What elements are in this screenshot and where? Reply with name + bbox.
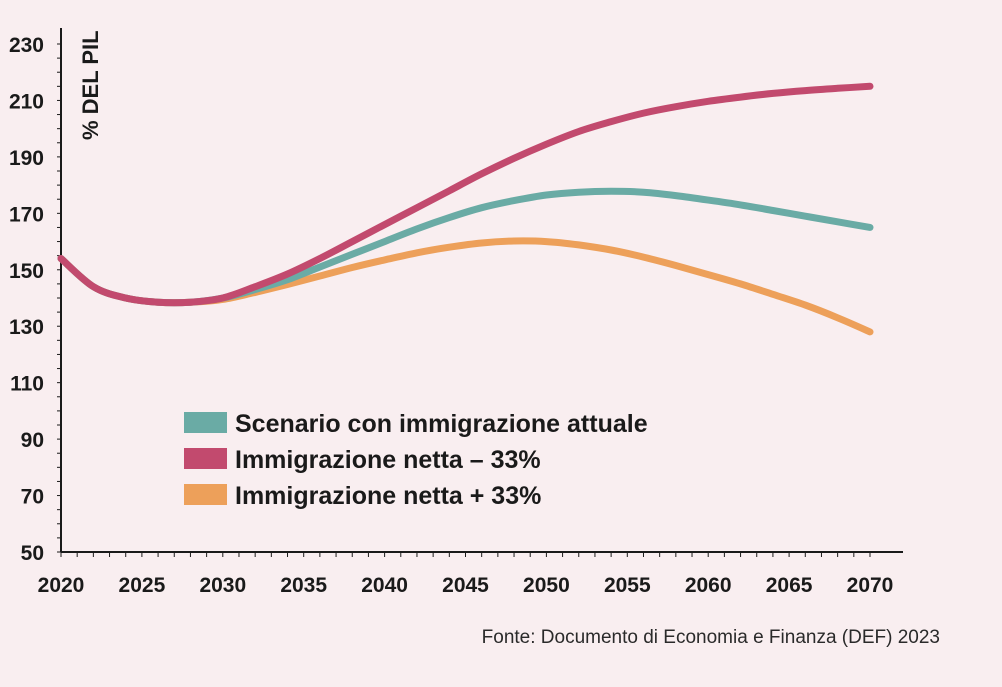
x-tick-label: 2065 [766,574,813,597]
x-tick-label: 2035 [280,574,327,597]
x-tick-label: 2045 [442,574,489,597]
legend-swatch [184,412,227,433]
x-tick-label: 2020 [38,574,85,597]
legend-swatch [184,448,227,469]
legend-swatch [184,484,227,505]
x-tick-label: 2025 [119,574,166,597]
source-note: Fonte: Documento di Economia e Finanza (… [482,627,940,648]
x-tick-label: 2060 [685,574,732,597]
x-tick-label: 2050 [523,574,570,597]
y-tick-label: 90 [21,429,44,452]
x-tick-label: 2055 [604,574,651,597]
y-tick-label: 70 [21,486,44,509]
legend-item-immigrazione-piu-33: Immigrazione netta + 33% [235,482,541,510]
y-tick-label: 210 [9,90,44,113]
series-line-immigrazione-piu-33 [57,237,874,336]
y-tick-label: 170 [9,203,44,226]
y-tick-label: 150 [9,260,44,283]
x-tick-label: 2030 [199,574,246,597]
y-tick-label: 190 [9,147,44,170]
y-tick-label: 230 [9,34,44,57]
y-tick-label: 130 [9,316,44,339]
series-line-immigrazione-meno-33 [57,82,874,307]
y-tick-label: 110 [10,373,44,396]
x-tick-label: 2040 [361,574,408,597]
legend-item-immigrazione-meno-33: Immigrazione netta – 33% [235,446,541,474]
x-tick-label: 2070 [847,574,894,597]
y-axis-label: % DEL PIL [78,30,103,140]
legend-item-scenario-attuale: Scenario con immigrazione attuale [235,410,648,438]
series-lines [57,82,874,336]
ticks: 50 70 90 110 130 150 170 190 210 230 2020 2025 2030 2… [9,34,893,597]
y-tick-label: 50 [21,542,44,565]
legend: Scenario con immigrazione attuale Immigra… [184,410,648,510]
